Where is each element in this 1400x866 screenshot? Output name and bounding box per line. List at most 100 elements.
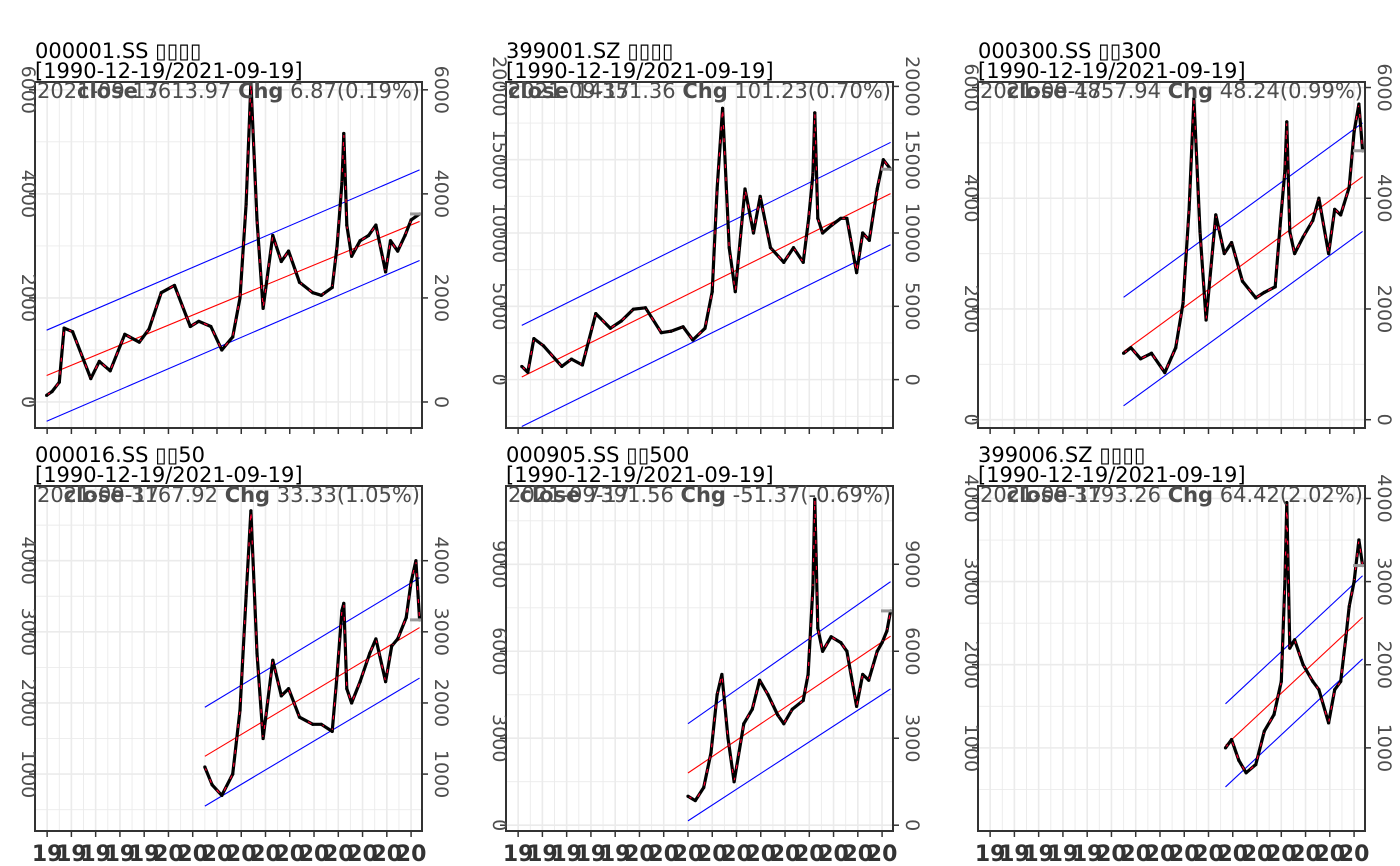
data-point	[1244, 771, 1248, 775]
data-point	[1187, 207, 1191, 211]
data-point	[1262, 290, 1266, 294]
y-tick-label-left: 0	[960, 414, 982, 426]
x-tick-label: 19	[503, 842, 534, 866]
data-point	[766, 693, 770, 697]
y-tick-label-right: 20000	[901, 56, 923, 116]
data-point	[816, 626, 820, 630]
data-point	[631, 307, 635, 311]
x-tick-label: 20	[1120, 842, 1151, 866]
data-point	[358, 239, 362, 243]
data-point	[89, 376, 93, 381]
grid	[978, 486, 1365, 832]
data-point	[1214, 213, 1218, 217]
data-point	[693, 798, 697, 803]
data-point	[1352, 130, 1356, 134]
y-tick-label-left: 0	[17, 396, 39, 408]
y-tick-label-right: 1000	[430, 750, 452, 798]
panel-title: 000905.SS ▯▯500	[506, 443, 689, 467]
data-point	[159, 291, 163, 295]
data-point	[1288, 229, 1292, 234]
x-tick-label: 19	[527, 842, 558, 866]
data-point	[261, 306, 265, 310]
data-point	[813, 497, 817, 501]
data-point	[829, 224, 833, 228]
data-point	[829, 635, 833, 639]
plot-frame	[977, 81, 1366, 429]
data-point	[1278, 224, 1282, 228]
data-point	[608, 326, 612, 330]
x-tick-label: 20	[1290, 842, 1321, 866]
data-point	[743, 187, 747, 191]
price-line-highlight	[46, 83, 420, 396]
data-point	[1293, 252, 1297, 256]
panel-date-range: [1990-12-19/2021-09-19]	[506, 463, 774, 487]
lower-band-line	[204, 677, 420, 807]
y-tick-label-left: 1000	[960, 724, 982, 772]
data-point	[1273, 285, 1277, 289]
panel-date-range: [1990-12-19/2021-09-19]	[978, 59, 1246, 83]
y-tick-label-left: 6000	[17, 66, 39, 114]
x-tick-label: 20	[396, 842, 427, 866]
data-point	[367, 233, 371, 238]
data-point	[542, 344, 546, 348]
y-tick-label-right: 0	[430, 396, 452, 408]
data-point	[388, 239, 393, 243]
y-tick-label-right: 9000	[901, 540, 923, 588]
x-tick-label: 19	[1048, 842, 1079, 866]
panel-last-date: 2021-09-17	[37, 79, 159, 103]
x-tick-label: 19	[105, 842, 136, 866]
y-tick-label-left: 4000	[17, 537, 39, 585]
data-point	[1229, 240, 1234, 245]
x-tick-label: 20	[226, 842, 257, 866]
chg-value: -51.37(-0.69%)	[726, 483, 891, 507]
data-point	[319, 722, 323, 726]
data-points	[1121, 97, 1365, 375]
data-point	[726, 736, 730, 740]
data-point	[861, 672, 865, 677]
x-tick-label: 20	[818, 842, 849, 866]
data-point	[342, 131, 346, 136]
y-tick-label-left: 20000	[488, 56, 510, 116]
y-tick-label-right: 4000	[1373, 174, 1395, 222]
data-point	[1352, 580, 1356, 584]
plot-background	[978, 82, 1365, 428]
data-point	[210, 783, 214, 787]
data-point	[340, 608, 344, 613]
close-value: 7391.56	[580, 483, 680, 507]
data-point	[286, 687, 291, 691]
data-point	[1279, 679, 1283, 683]
panel-title: 000016.SS ▯▯50	[35, 443, 205, 467]
data-point	[875, 187, 879, 191]
data-point	[659, 331, 663, 335]
close-value: 3167.92	[124, 483, 224, 507]
data-point	[560, 364, 564, 369]
data-point	[57, 380, 61, 384]
data-point	[1357, 538, 1361, 542]
chg-value: 6.87(0.19%)	[283, 79, 420, 103]
data-point	[1327, 252, 1331, 256]
data-point	[238, 708, 242, 712]
data-point	[881, 158, 885, 162]
y-tick-label-right: 6000	[901, 627, 923, 675]
panel-last-date: 2021-09-17	[508, 483, 630, 507]
panel-price-info: close 4857.94 Chg 48.24(0.99%)	[1007, 79, 1363, 103]
data-point	[751, 231, 756, 235]
data-point	[231, 772, 235, 776]
panel-price-info: close 14351.36 Chg 101.23(0.70%)	[508, 79, 891, 103]
data-point	[358, 680, 362, 684]
upper-band-line	[521, 141, 891, 326]
y-tick-label-left: 2000	[960, 285, 982, 333]
panel-title: 399001.SZ ▯▯▯▯	[506, 39, 673, 63]
x-tick-label: 20	[299, 842, 330, 866]
lower-band-line	[521, 244, 891, 428]
data-point	[710, 290, 714, 294]
data-point	[691, 338, 695, 342]
data-point	[1288, 646, 1292, 650]
y-tick-label-left: 9000	[488, 540, 510, 588]
y-tick-label-left: 15000	[488, 129, 510, 189]
chg-label: Chg	[682, 79, 727, 103]
data-point	[702, 785, 706, 790]
data-point	[782, 722, 786, 726]
data-point	[286, 249, 291, 253]
